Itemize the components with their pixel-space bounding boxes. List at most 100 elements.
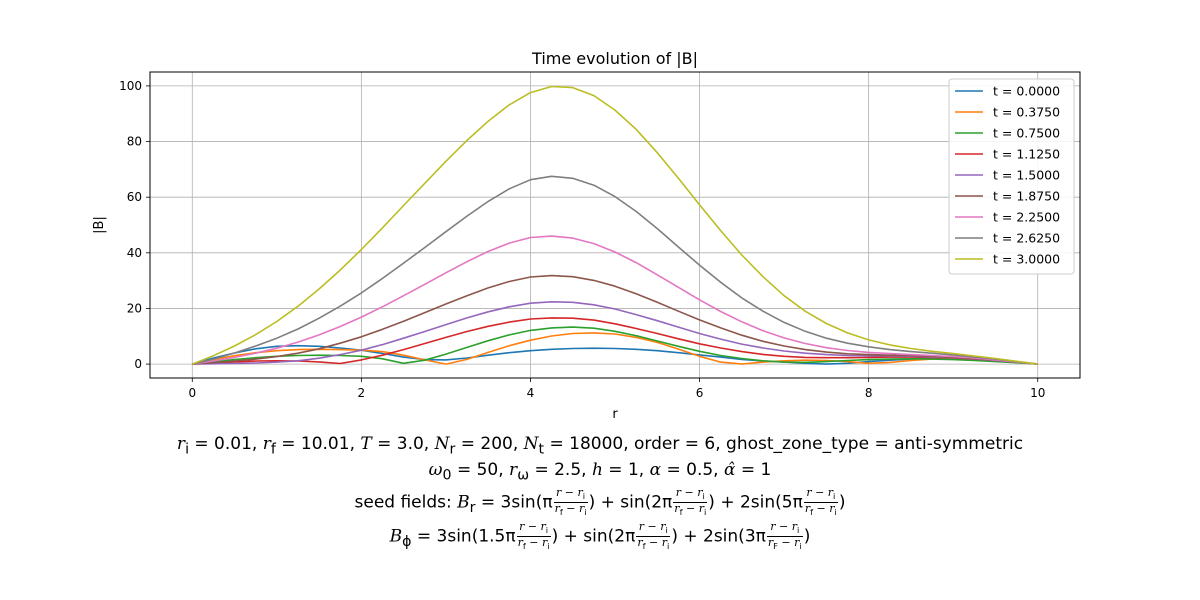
x-tick-label: 0 xyxy=(188,386,196,400)
legend-label: t = 2.2500 xyxy=(993,210,1060,225)
legend-label: t = 0.3750 xyxy=(993,105,1060,120)
term: ) + sin(2π xyxy=(551,526,636,547)
term: ) xyxy=(838,492,846,513)
sym-alpha-hat: α̂ xyxy=(723,460,736,480)
frac-den: r xyxy=(554,502,560,515)
sym-B: B xyxy=(457,492,470,513)
term: ) + sin(2π xyxy=(588,492,673,513)
x-tick-label: 6 xyxy=(696,386,704,400)
sub: f xyxy=(642,541,646,551)
series-line-6 xyxy=(192,274,1038,365)
frac-den: r xyxy=(804,502,811,515)
sub: 0 xyxy=(442,467,452,484)
val: = 0.01, xyxy=(189,434,263,454)
series-lines xyxy=(192,85,1038,365)
y-tick-label: 100 xyxy=(119,79,142,93)
sub: i xyxy=(582,491,586,501)
sub: f xyxy=(810,507,814,517)
frac-num: r − r xyxy=(675,486,703,499)
sym-h: h xyxy=(591,460,603,480)
frac-den: r xyxy=(674,502,680,515)
y-tick-label: 40 xyxy=(127,246,142,260)
sym-T: T xyxy=(360,434,372,454)
legend-label: t = 1.1250 xyxy=(993,147,1060,162)
sym-r: r xyxy=(176,434,186,454)
sub: i xyxy=(185,441,189,458)
val: = 1, xyxy=(602,460,650,480)
y-tick-label: 0 xyxy=(134,357,142,371)
caption-line-4: Bϕ = 3sin(1.5π r − ri rf − ri) + sin(2π r −… xyxy=(0,521,1200,552)
fraction: r − ri rf − ri xyxy=(673,486,708,518)
x-tick-label: 10 xyxy=(1030,386,1045,400)
val: = 0.5, xyxy=(661,460,724,480)
frac-den-mid: − r xyxy=(813,502,835,515)
sub: i xyxy=(584,507,587,517)
sub: i xyxy=(702,491,705,501)
series-line-8 xyxy=(192,175,1038,365)
legend: t = 0.0000 t = 0.3750 t = 0.7500 t = 1.1250… xyxy=(948,78,1075,275)
val: = 1 xyxy=(735,460,772,480)
seed-prefix: seed fields: xyxy=(354,492,458,513)
y-tick-label: 20 xyxy=(127,301,142,315)
y-axis-label: |B| xyxy=(92,216,107,234)
x-axis-label: r xyxy=(612,407,618,422)
frac-den: r xyxy=(637,536,643,549)
legend-label: t = 2.6250 xyxy=(993,231,1060,246)
sub: ω xyxy=(517,467,530,484)
legend-box xyxy=(948,78,1075,275)
caption-line-2: ω0 = 50, rω = 2.5, h = 1, α = 0.5, α̂ = … xyxy=(0,460,1200,483)
sub: i xyxy=(797,525,800,535)
term: = 3sin(π xyxy=(475,492,553,513)
series-line-2 xyxy=(192,332,1038,365)
frac-den: r xyxy=(767,536,774,549)
sub: i xyxy=(547,541,550,551)
sub: i xyxy=(665,525,668,535)
series-line-1 xyxy=(192,344,1038,365)
series-line-9 xyxy=(192,85,1038,365)
sub: f xyxy=(522,541,526,551)
sub: i xyxy=(703,507,707,517)
plot-frame xyxy=(149,71,1081,379)
caption-line-3: seed fields: Br = 3sin(π r − ri rf − ri) +… xyxy=(0,487,1200,518)
series-line-4 xyxy=(192,317,1038,365)
y-tick-label: 80 xyxy=(127,135,142,149)
sub: i xyxy=(545,525,549,535)
frac-den-mid: − r xyxy=(682,502,704,515)
term: = 3sin(1.5π xyxy=(411,526,516,547)
sym-N: N xyxy=(434,434,450,454)
term: ) xyxy=(803,526,811,547)
sub: F xyxy=(773,541,778,551)
frac-num: r − r xyxy=(806,486,834,499)
sub: f xyxy=(559,507,563,517)
val: = 18000, xyxy=(544,434,635,454)
x-tick-label: 2 xyxy=(358,386,366,400)
sub: r xyxy=(449,441,456,458)
sym-alpha: α xyxy=(649,460,662,480)
sub: i xyxy=(833,491,836,501)
fraction: r − ri rf − ri xyxy=(803,486,838,518)
frac-den-mid: − r xyxy=(525,536,548,549)
legend-label: t = 0.0000 xyxy=(993,84,1060,99)
val: = 200, xyxy=(455,434,524,454)
fraction: r − ri rf − ri xyxy=(553,486,588,518)
fraction: r − ri rf − ri xyxy=(516,520,551,552)
sym-r: r xyxy=(509,460,518,480)
legend-label: t = 3.0000 xyxy=(993,252,1060,267)
x-tick-label: 8 xyxy=(865,386,873,400)
fraction: r − ri rf − ri xyxy=(636,520,671,552)
frac-num: r − r xyxy=(770,520,797,533)
legend-label: t = 1.5000 xyxy=(993,168,1060,183)
val: = 2.5, xyxy=(529,460,592,480)
sub: i xyxy=(667,541,670,551)
sub: t xyxy=(538,441,545,458)
legend-label: t = 1.8750 xyxy=(993,189,1060,204)
frac-den-mid: − r xyxy=(777,536,800,549)
frac-num: r − r xyxy=(556,486,583,499)
frac-num: r − r xyxy=(638,520,666,533)
sub: r xyxy=(469,499,476,516)
frac-num: r − r xyxy=(519,520,546,533)
order-text: order = 6, ghost_zone_type = anti-symmet… xyxy=(634,434,1024,454)
frac-den-mid: − r xyxy=(562,502,585,515)
sub: ϕ xyxy=(402,533,412,550)
sub: f xyxy=(270,441,276,458)
